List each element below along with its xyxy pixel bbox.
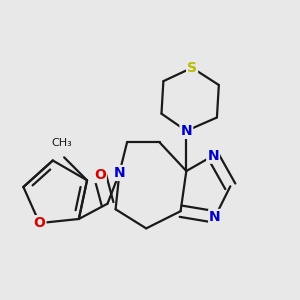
Text: S: S [187,61,197,75]
Text: O: O [34,216,45,230]
Text: N: N [181,124,192,138]
Text: CH₃: CH₃ [52,138,73,148]
Text: N: N [114,166,125,180]
Text: N: N [209,210,221,224]
Text: O: O [94,168,106,182]
Text: N: N [207,149,219,163]
